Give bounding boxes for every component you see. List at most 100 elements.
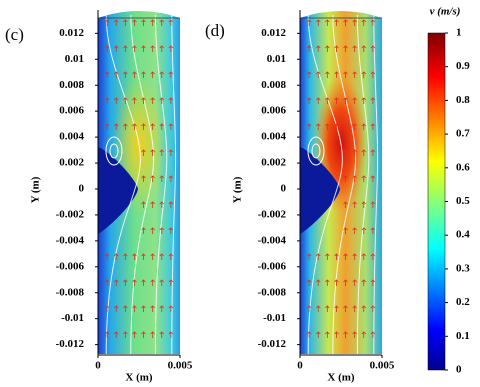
velocity-arrow — [159, 45, 165, 52]
velocity-arrow — [150, 201, 155, 208]
velocity-arrow — [104, 123, 110, 130]
velocity-arrow — [334, 71, 339, 78]
y-tick-label: 0.008 — [59, 79, 84, 91]
velocity-arrow — [150, 45, 155, 52]
velocity-arrow — [168, 253, 174, 260]
velocity-arrow — [159, 227, 165, 234]
velocity-arrow — [104, 97, 110, 104]
velocity-arrow — [113, 19, 119, 26]
velocity-arrow — [343, 97, 348, 104]
velocity-arrow — [141, 253, 146, 260]
velocity-arrow — [113, 253, 119, 260]
velocity-arrow — [361, 71, 367, 78]
velocity-arrow — [123, 71, 128, 78]
y-tick-label: 0 — [79, 183, 85, 195]
streamline — [332, 14, 357, 356]
velocity-arrow — [159, 97, 165, 104]
velocity-arrow — [343, 71, 348, 78]
x-axis-label: X (m) — [327, 372, 355, 384]
velocity-arrow — [168, 45, 174, 52]
velocity-arrow — [315, 19, 321, 26]
velocity-arrow — [150, 175, 155, 182]
velocity-arrow — [343, 253, 348, 260]
colorbar-tick-label: 0.8 — [456, 94, 470, 106]
velocity-arrow — [352, 201, 357, 208]
velocity-arrow — [141, 71, 146, 78]
colorbar-tick-label: 0.2 — [456, 296, 470, 308]
velocity-arrow — [141, 279, 146, 286]
velocity-arrow — [113, 305, 119, 312]
velocity-arrow — [352, 97, 357, 104]
velocity-arrow — [315, 45, 321, 52]
velocity-arrow — [141, 149, 146, 156]
velocity-arrow — [352, 19, 357, 26]
velocity-arrow — [159, 201, 165, 208]
velocity-arrow — [325, 123, 330, 130]
velocity-arrow — [113, 123, 119, 130]
vortex — [105, 136, 123, 166]
y-tick-label: -0.004 — [56, 234, 85, 246]
colorbar — [427, 32, 446, 371]
velocity-arrow — [343, 175, 348, 182]
velocity-arrow — [113, 331, 119, 338]
velocity-arrow — [141, 97, 146, 104]
velocity-arrow — [150, 305, 155, 312]
velocity-arrow — [132, 305, 137, 312]
velocity-arrow — [334, 253, 339, 260]
velocity-arrow — [370, 45, 376, 52]
velocity-arrow — [352, 305, 357, 312]
velocity-arrow — [325, 331, 330, 338]
panel-label: (d) — [205, 21, 225, 40]
velocity-arrow — [159, 149, 165, 156]
velocity-arrow — [150, 97, 155, 104]
velocity-arrow — [150, 279, 155, 286]
streamline — [171, 14, 177, 356]
velocity-arrow — [150, 227, 155, 234]
y-tick-label: 0.008 — [261, 79, 286, 91]
y-tick-label: -0.002 — [56, 208, 85, 220]
velocity-arrow — [113, 279, 119, 286]
y-tick-label: 0.004 — [261, 131, 286, 143]
y-tick-label: -0.012 — [56, 338, 85, 350]
velocity-arrow — [352, 45, 357, 52]
streamline — [154, 14, 168, 356]
velocity-arrow — [159, 279, 165, 286]
velocity-arrow — [343, 227, 348, 234]
velocity-arrow — [150, 149, 155, 156]
velocity-arrow — [370, 279, 376, 286]
velocity-arrow — [123, 331, 128, 338]
colorbar-tick-label: 0.6 — [456, 161, 470, 173]
x-tick-label: 0.005 — [168, 360, 193, 372]
colorbar-tick-label: 0.5 — [456, 195, 470, 207]
velocity-arrow — [361, 97, 367, 104]
velocity-arrow — [325, 97, 330, 104]
velocity-arrow — [343, 331, 348, 338]
velocity-arrow — [159, 253, 165, 260]
velocity-arrow — [168, 123, 174, 130]
velocity-arrow — [343, 279, 348, 286]
velocity-arrow — [370, 305, 376, 312]
velocity-arrow — [352, 71, 357, 78]
y-tick-label: 0.01 — [267, 53, 286, 65]
velocity-arrow — [150, 331, 155, 338]
velocity-arrow — [141, 45, 146, 52]
velocity-arrow — [123, 123, 128, 130]
velocity-arrow — [113, 97, 119, 104]
velocity-arrow — [370, 97, 376, 104]
velocity-arrow — [334, 19, 339, 26]
velocity-arrow — [352, 253, 357, 260]
velocity-arrow — [315, 253, 321, 260]
velocity-arrow — [315, 123, 321, 130]
velocity-arrow — [370, 123, 376, 130]
velocity-arrow — [315, 97, 321, 104]
x-tick-label: 0.005 — [370, 360, 395, 372]
velocity-arrow — [132, 71, 137, 78]
velocity-arrow — [168, 227, 174, 234]
velocity-arrow — [370, 19, 376, 26]
y-tick-label: 0.006 — [261, 105, 286, 117]
velocity-arrow — [334, 305, 339, 312]
colorbar-tick-label: 0 — [456, 364, 462, 376]
velocity-arrow — [370, 175, 376, 182]
velocity-arrow — [159, 305, 165, 312]
streamline — [130, 14, 155, 356]
